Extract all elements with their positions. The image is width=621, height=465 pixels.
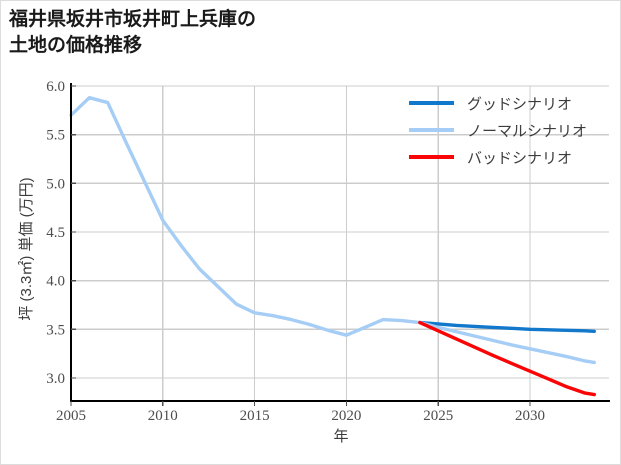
- series-line-2: [418, 320, 596, 397]
- series-line-0: [418, 320, 596, 333]
- series-lines: [69, 95, 596, 397]
- y-tick-label: 3.5: [46, 322, 65, 338]
- y-axis-title: 坪 (3.3㎡) 単価 (万円): [18, 177, 35, 320]
- y-tick-label: 4.5: [46, 225, 65, 241]
- x-tick-label: 2030: [515, 408, 545, 424]
- x-tick-label: 2025: [423, 408, 453, 424]
- legend-label-2: バッドシナリオ: [467, 151, 572, 167]
- x-tick-label: 2005: [56, 408, 86, 424]
- series-line-1: [69, 95, 596, 365]
- y-tick-label: 3.0: [46, 371, 65, 387]
- x-tick-label: 2010: [148, 408, 178, 424]
- x-tick-label: 2020: [331, 408, 361, 424]
- y-tick-label: 6.0: [46, 79, 65, 95]
- x-tick-label: 2015: [240, 408, 270, 424]
- y-tick-labels: 3.0 3.5 4.0 4.5 5.0 5.5 6.0: [46, 79, 76, 387]
- y-tick-label: 5.0: [46, 176, 65, 192]
- x-gridlines: [162, 86, 531, 401]
- y-tick-label: 5.5: [46, 128, 65, 144]
- page-title: 福井県坂井市坂井町上兵庫の 土地の価格推移: [9, 9, 257, 56]
- x-axis-title: 年: [333, 428, 348, 445]
- x-tick-labels: 2005 2010 2015 2020 2025 2030: [56, 401, 545, 424]
- legend-label-0: グッドシナリオ: [467, 96, 572, 113]
- axis-lines: [69, 83, 610, 403]
- legend-label-1: ノーマルシナリオ: [467, 124, 587, 140]
- y-tick-label: 4.0: [46, 274, 65, 290]
